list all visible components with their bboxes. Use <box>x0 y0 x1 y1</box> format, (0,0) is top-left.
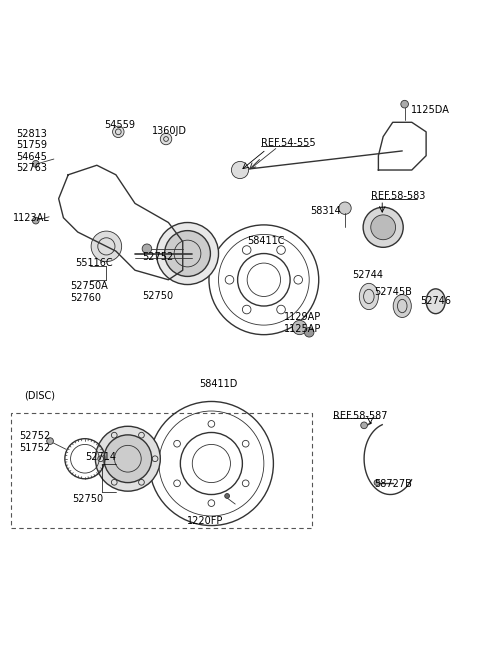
Circle shape <box>160 133 172 145</box>
Text: 52714: 52714 <box>85 453 116 462</box>
Text: 52750A
52760: 52750A 52760 <box>71 281 108 303</box>
Ellipse shape <box>393 295 411 318</box>
Text: 58727B: 58727B <box>374 479 412 489</box>
Circle shape <box>96 426 160 491</box>
Text: 52746: 52746 <box>420 296 451 307</box>
Text: REF.54-555: REF.54-555 <box>262 138 316 148</box>
Circle shape <box>165 231 210 276</box>
Circle shape <box>225 494 229 498</box>
Circle shape <box>401 100 408 108</box>
Circle shape <box>304 328 314 337</box>
Text: REF.58-587: REF.58-587 <box>333 411 387 421</box>
Circle shape <box>374 479 380 485</box>
Text: 52744: 52744 <box>352 270 383 280</box>
Text: 52752
51752: 52752 51752 <box>20 431 51 453</box>
Text: 52750: 52750 <box>142 291 173 301</box>
Text: 52750: 52750 <box>72 495 103 504</box>
Text: 58411D: 58411D <box>199 379 238 389</box>
Text: 54559: 54559 <box>104 120 135 130</box>
Circle shape <box>91 231 121 261</box>
Circle shape <box>33 160 39 167</box>
Circle shape <box>363 207 403 248</box>
Text: 58314: 58314 <box>311 206 341 215</box>
Circle shape <box>156 223 218 284</box>
Text: 55116C: 55116C <box>75 258 113 268</box>
Text: REF.58-583: REF.58-583 <box>371 191 426 201</box>
Text: 1123AL: 1123AL <box>13 213 50 223</box>
Circle shape <box>113 126 124 138</box>
Circle shape <box>47 438 53 445</box>
Text: 1129AP
1125AP: 1129AP 1125AP <box>284 312 321 333</box>
Circle shape <box>339 202 351 214</box>
Text: 52752: 52752 <box>142 252 173 262</box>
Text: 1220FP: 1220FP <box>187 515 223 526</box>
Text: (DISC): (DISC) <box>24 390 55 400</box>
Circle shape <box>104 435 152 483</box>
Circle shape <box>371 215 396 240</box>
Circle shape <box>231 161 249 179</box>
Ellipse shape <box>426 289 445 314</box>
Circle shape <box>292 320 307 335</box>
Circle shape <box>361 422 367 428</box>
Text: 58411C: 58411C <box>247 236 285 246</box>
Circle shape <box>142 244 152 253</box>
Text: 52745B: 52745B <box>374 287 412 297</box>
Text: 52813
51759
54645
52763: 52813 51759 54645 52763 <box>16 128 47 174</box>
Bar <box>11 413 312 528</box>
Text: 1360JD: 1360JD <box>152 126 187 136</box>
Ellipse shape <box>360 284 378 310</box>
Circle shape <box>33 217 39 224</box>
Text: 1125DA: 1125DA <box>411 105 450 115</box>
